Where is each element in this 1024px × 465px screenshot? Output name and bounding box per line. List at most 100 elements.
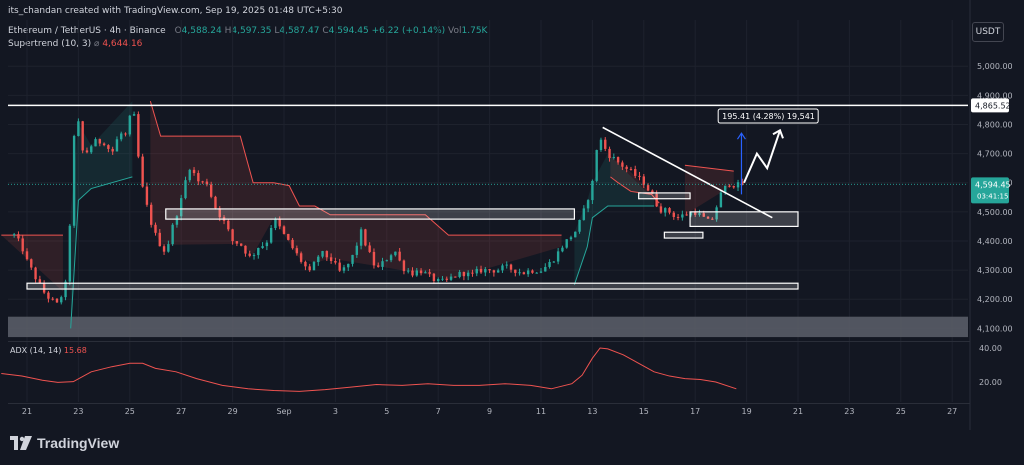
candle-body (42, 283, 46, 293)
date-tick-label: 17 (690, 407, 700, 416)
candle-body (102, 143, 106, 146)
support-zone-box[interactable] (638, 192, 691, 200)
date-tick-label: 25 (896, 407, 906, 416)
candle-body (244, 245, 247, 254)
adx-line (1, 347, 737, 392)
supply-zone (8, 316, 968, 338)
candle-body (145, 186, 149, 205)
candle-body (479, 268, 483, 273)
candle-body (569, 237, 573, 240)
candle-body (437, 278, 440, 282)
candle-body (269, 227, 273, 243)
candle-body (462, 271, 466, 277)
candle-body (531, 270, 534, 273)
candle-body (30, 259, 33, 268)
candle-body (651, 190, 654, 194)
date-tick-label: 11 (536, 407, 546, 416)
candle-body (304, 261, 307, 267)
supertrend-label[interactable]: Supertrend (10, 3) (8, 39, 92, 49)
date-tick-label: 7 (436, 407, 441, 416)
price-tick-label: 4,500.00 (977, 208, 1013, 217)
date-tick-label: 9 (487, 407, 492, 416)
adx-tick-label: 20.00 (979, 378, 1002, 387)
support-zone-box[interactable] (663, 231, 704, 239)
date-tick-label: 25 (125, 407, 135, 416)
candle-body (659, 206, 663, 213)
candle-body (308, 266, 311, 271)
candle-body (137, 114, 140, 157)
supertrend-value: 4,644.16 (102, 39, 143, 49)
candle-body (544, 266, 547, 272)
candle-body (389, 255, 393, 261)
last-price-label: 4,594.45 (975, 180, 1011, 189)
descending-trendline[interactable] (602, 126, 773, 219)
candle-body (98, 139, 102, 144)
candle-body (505, 264, 508, 266)
price-tick-label: 4,200.00 (977, 295, 1013, 304)
candle-body (162, 246, 166, 252)
candle-body (428, 272, 431, 274)
currency-button[interactable]: USDT (972, 22, 1004, 42)
candle-body (192, 169, 196, 174)
candle-body (355, 245, 359, 255)
candle-body (342, 267, 346, 271)
date-tick-label: Sep (276, 407, 291, 416)
candle-body (398, 251, 401, 261)
candle-body (248, 253, 251, 256)
tradingview-logo[interactable]: TradingView (10, 435, 119, 451)
candle-body (321, 251, 324, 257)
candle-body (359, 229, 363, 246)
symbol-title[interactable]: Ethereum / TetherUS · 4h · Binance (8, 26, 166, 36)
candle-body (171, 224, 174, 245)
high-label: H (224, 26, 232, 36)
candle-body (329, 257, 333, 261)
candle-body (454, 276, 457, 278)
adx-label[interactable]: ADX (14, 14) (10, 346, 62, 355)
supertrend-symbol: ⌀ (94, 39, 100, 49)
candle-body (55, 298, 59, 303)
candle-body (698, 213, 701, 215)
price-tick-label: 4,100.00 (977, 324, 1013, 333)
volume-label: Vol (448, 26, 462, 36)
candle-body (501, 265, 504, 271)
open-value: 4,588.24 (181, 26, 222, 36)
support-zone-box[interactable] (689, 211, 799, 228)
candle-body (17, 234, 20, 239)
candle-body (372, 251, 376, 266)
candle-body (458, 271, 461, 277)
supertrend-line-red (610, 176, 660, 204)
measure-label-box (717, 108, 819, 124)
candle-body (424, 272, 427, 274)
date-tick-label: 21 (22, 407, 32, 416)
supertrend-line-green (70, 176, 133, 329)
support-zone-box[interactable] (26, 282, 799, 290)
measure-label-text: 195.41 (4.28%) 19,541 (722, 112, 815, 121)
candle-body (231, 229, 234, 242)
candle-body (167, 244, 170, 252)
candle-body (51, 298, 54, 300)
supertrend-line-green (573, 205, 655, 285)
candle-body (377, 265, 380, 267)
date-tick-label: 23 (844, 407, 854, 416)
candle-body (681, 214, 684, 218)
candle-body (282, 226, 286, 234)
candle-body (689, 212, 693, 216)
last-price-label-box (971, 177, 1009, 204)
candle-body (561, 247, 564, 252)
price-tick-label: 5,000.00 (977, 62, 1013, 71)
candle-body (291, 239, 294, 249)
candle-body (582, 208, 586, 220)
candle-body (509, 264, 513, 270)
measure-arrow-head (736, 132, 746, 140)
support-zone-box[interactable] (165, 208, 576, 220)
candle-body (197, 173, 200, 182)
tradingview-logo-text: TradingView (37, 435, 120, 451)
candle-body (34, 267, 37, 280)
candle-body (158, 232, 161, 247)
candle-body (629, 168, 633, 170)
candle-body (599, 139, 603, 151)
candle-body (432, 273, 436, 282)
candle-body (394, 251, 397, 256)
candle-body (539, 271, 543, 273)
